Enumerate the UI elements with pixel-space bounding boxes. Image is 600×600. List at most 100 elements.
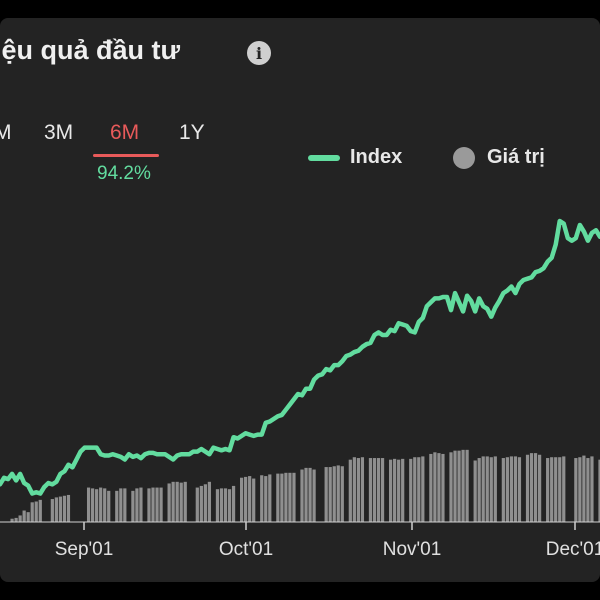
value-bar (22, 510, 26, 522)
value-bar (123, 488, 127, 522)
value-bar (288, 472, 292, 522)
value-bar (223, 488, 228, 522)
value-bar (147, 488, 151, 522)
value-bar (38, 499, 42, 522)
value-bar (481, 456, 485, 522)
value-bar (465, 449, 469, 522)
value-bar (586, 458, 590, 522)
value-bar (352, 457, 356, 522)
page-title: iệu quả đầu tư (0, 35, 181, 65)
value-bar (171, 481, 175, 522)
period-return: 94.2% (97, 163, 151, 184)
x-tick-dec: Dec'01 (545, 539, 600, 560)
value-bar (433, 452, 437, 522)
value-bar (240, 477, 244, 522)
value-bar (131, 490, 135, 522)
legend-value[interactable]: Giá trị (453, 146, 545, 169)
value-bar (14, 517, 18, 522)
value-bar (91, 488, 95, 522)
value-bar (264, 476, 268, 522)
value-bar (529, 453, 534, 522)
value-bar (244, 476, 248, 522)
value-bar (368, 458, 373, 522)
value-bar (550, 457, 554, 522)
x-tick-sep: Sep'01 (54, 539, 114, 560)
dot-swatch-icon (453, 146, 475, 169)
tab-3m[interactable]: 3M (44, 121, 74, 144)
value-bar (175, 481, 179, 522)
value-bar (292, 472, 296, 522)
value-bar (340, 466, 344, 522)
value-bar (489, 457, 493, 522)
value-bar (393, 458, 397, 522)
value-bar (280, 473, 284, 522)
value-bar (183, 481, 187, 522)
value-bar (546, 458, 550, 522)
value-bar (151, 487, 155, 522)
legend-index-label: Index (350, 146, 403, 168)
value-bar (449, 452, 453, 522)
value-bar (473, 460, 477, 522)
value-bar (195, 487, 199, 522)
value-bar (397, 459, 401, 522)
value-bar (18, 515, 22, 522)
value-bar (58, 496, 63, 522)
value-bar (437, 453, 441, 522)
value-bar (417, 457, 421, 522)
value-bar (501, 458, 505, 522)
legend-value-label: Giá trị (487, 146, 545, 168)
x-tick-nov: Nov'01 (382, 539, 442, 560)
value-bar (461, 449, 465, 522)
value-bar (477, 458, 481, 522)
value-bar (324, 467, 328, 522)
value-bar (207, 481, 212, 522)
value-bar (135, 488, 139, 522)
value-bar (252, 478, 256, 522)
value-bar (107, 490, 111, 522)
tab-1m[interactable]: M (0, 121, 12, 144)
value-bar (574, 458, 578, 522)
value-bar (513, 456, 518, 522)
value-bar (300, 469, 304, 522)
value-bar (268, 474, 272, 522)
value-bar (10, 518, 14, 522)
legend-index[interactable]: Index (308, 146, 402, 169)
value-bar (336, 465, 340, 522)
value-bar (260, 475, 264, 522)
value-bar (525, 454, 530, 522)
value-bar (453, 450, 457, 522)
value-bar (328, 467, 332, 522)
value-bar (590, 456, 594, 522)
value-bar (429, 453, 433, 522)
value-bar (356, 458, 360, 522)
value-bar (115, 490, 119, 522)
value-bar (493, 456, 497, 522)
value-bar (179, 482, 183, 522)
value-bar (219, 488, 224, 522)
line-swatch-icon (308, 154, 340, 161)
value-bar (598, 459, 600, 522)
value-bar (308, 467, 312, 522)
info-icon[interactable]: i (247, 41, 271, 65)
value-bar (231, 485, 236, 522)
value-bar (304, 467, 308, 522)
value-bar (159, 487, 163, 522)
value-bar (457, 450, 461, 522)
value-bar (517, 457, 522, 522)
value-bar (62, 495, 67, 522)
tab-1y[interactable]: 1Y (179, 121, 205, 144)
value-bar (95, 489, 99, 522)
tab-6m[interactable]: 6M (110, 121, 140, 144)
value-bar (312, 469, 316, 522)
value-bar (86, 487, 91, 522)
value-bar (537, 454, 542, 522)
value-bar (34, 501, 38, 522)
value-bar (509, 456, 514, 522)
value-bar (30, 502, 34, 522)
value-bar (441, 453, 445, 522)
value-bar (372, 458, 377, 522)
value-bar (103, 488, 107, 522)
value-bar (99, 487, 103, 522)
value-bar (421, 456, 425, 522)
value-bar (413, 457, 417, 522)
